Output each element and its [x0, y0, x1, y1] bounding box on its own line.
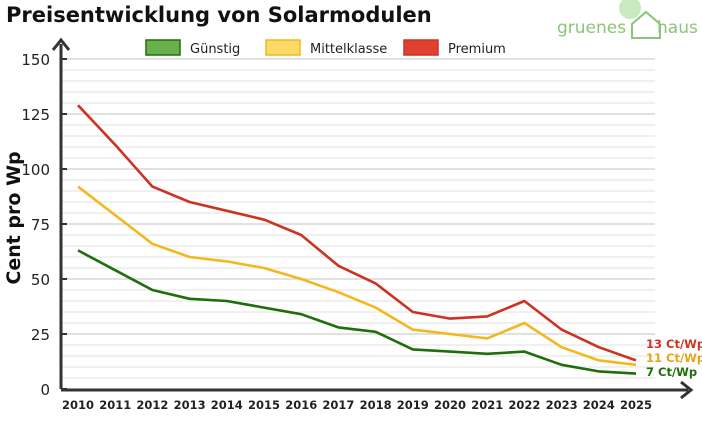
x-tick-label: 2012 [136, 398, 168, 412]
logo-house-icon [631, 10, 661, 39]
legend-swatch [145, 39, 181, 56]
legend-swatch [265, 39, 301, 56]
legend-label: Premium [448, 42, 506, 57]
series-line-premium [77, 104, 637, 362]
x-tick-label: 2014 [211, 398, 243, 412]
x-tick-label: 2011 [99, 398, 131, 412]
y-tick-label: 100 [21, 161, 50, 179]
y-tick-label: 125 [21, 106, 50, 124]
legend-label: Günstig [190, 42, 240, 57]
y-axis-arrow-icon [51, 37, 71, 51]
x-tick-label: 2010 [62, 398, 94, 412]
x-tick-label: 2025 [620, 398, 652, 412]
y-axis-label: Cent pro Wp [3, 151, 25, 284]
x-tick-label: 2023 [546, 398, 578, 412]
x-tick-label: 2022 [508, 398, 540, 412]
x-tick-label: 2021 [471, 398, 503, 412]
x-tick-label: 2018 [360, 398, 392, 412]
end-value-label: 13 Ct/Wp [646, 337, 702, 351]
x-tick-label: 2015 [248, 398, 280, 412]
series-line-mittelklasse [77, 185, 637, 367]
x-tick-label: 2017 [322, 398, 354, 412]
chart-title: Preisentwicklung von Solarmodulen [6, 3, 432, 27]
y-tick-label: 25 [31, 326, 50, 344]
y-tick-label: 0 [40, 381, 50, 399]
x-tick-label: 2019 [397, 398, 429, 412]
legend: Günstig Mittelklasse Premium [145, 39, 506, 57]
x-tick-label: 2016 [285, 398, 317, 412]
x-tick-label: 2020 [434, 398, 466, 412]
x-axis-arrow-icon [680, 380, 694, 400]
logo: gruenes haus [557, 0, 698, 39]
legend-swatch [403, 39, 439, 56]
axes [51, 37, 694, 400]
end-value-label: 11 Ct/Wp [646, 351, 702, 365]
y-tick-label: 150 [21, 51, 50, 69]
end-value-label: 7 Ct/Wp [646, 365, 697, 379]
x-tick-label: 2024 [583, 398, 615, 412]
y-tick-label: 75 [31, 216, 50, 234]
x-tick-label: 2013 [174, 398, 206, 412]
legend-label: Mittelklasse [310, 42, 387, 57]
logo-text-right: haus [657, 18, 698, 38]
series-line-günstig [77, 249, 637, 375]
y-tick-label: 50 [31, 271, 50, 289]
logo-text-left: gruenes [557, 18, 626, 38]
logo-leaf-icon [619, 0, 641, 19]
